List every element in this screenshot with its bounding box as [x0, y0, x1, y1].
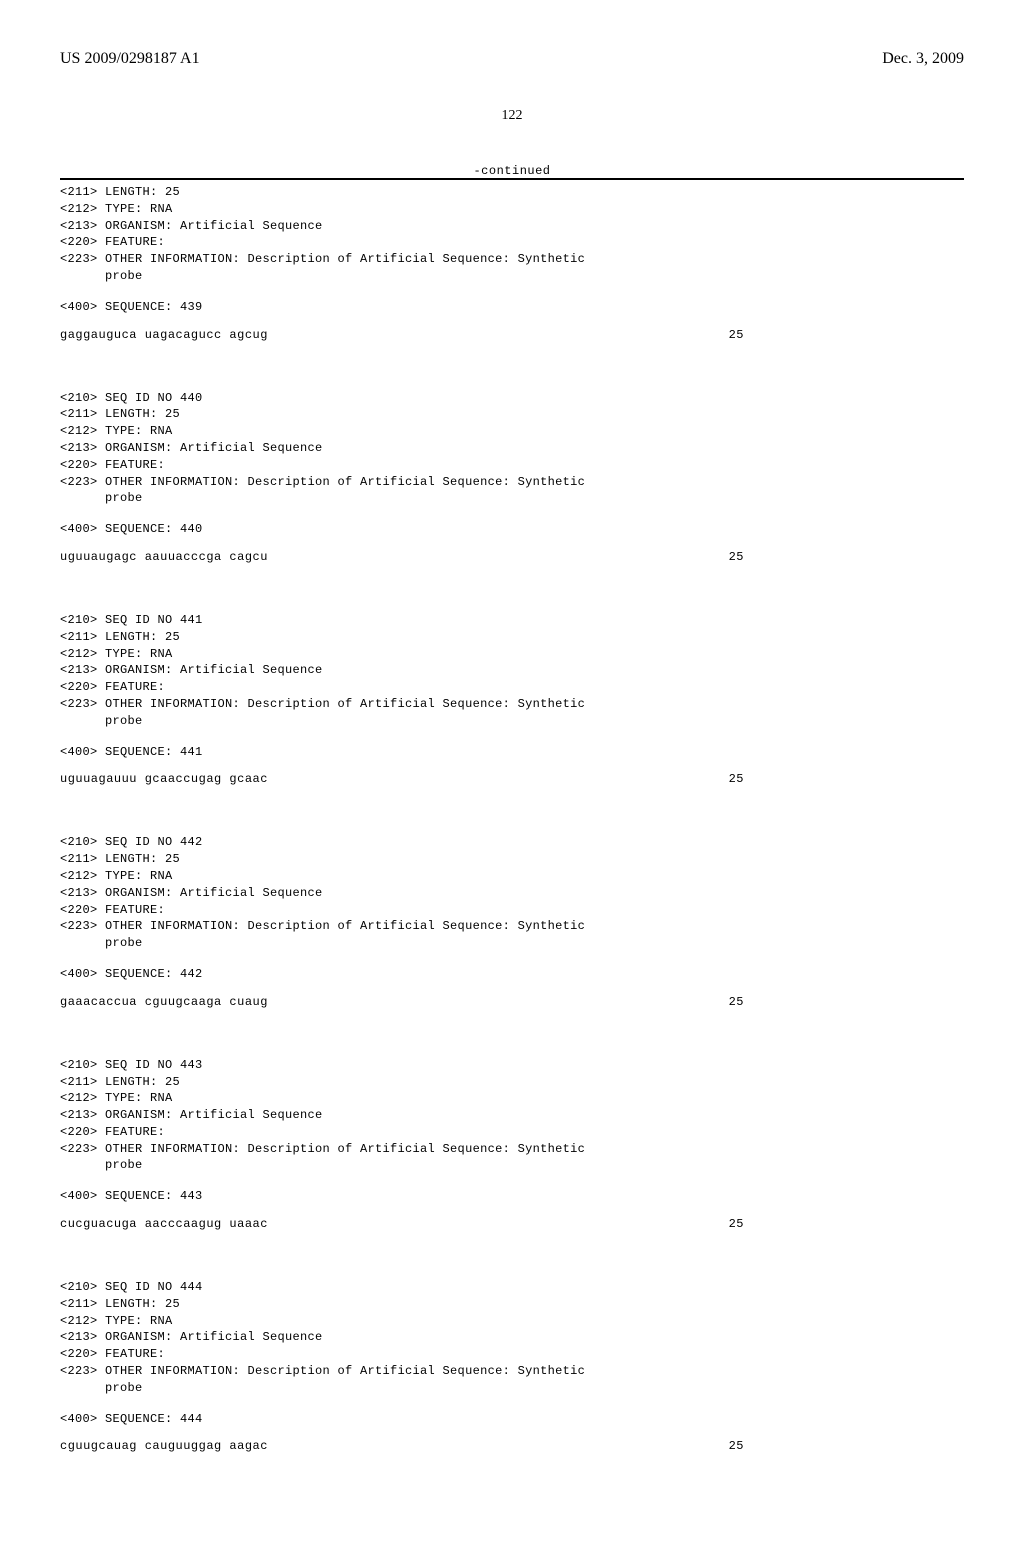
publication-date: Dec. 3, 2009 — [882, 50, 964, 68]
sequence-length: 25 — [729, 1439, 964, 1453]
sequence-header: <400> SEQUENCE: 441 — [60, 744, 964, 761]
sequence-metadata: <210> SEQ ID NO 441 <211> LENGTH: 25 <21… — [60, 612, 964, 730]
sequence-entry: <210> SEQ ID NO 440 <211> LENGTH: 25 <21… — [60, 390, 964, 594]
divider-top — [60, 178, 964, 180]
sequence-text: gaaacaccua cguugcaaga cuaug — [60, 995, 268, 1009]
sequence-metadata: <210> SEQ ID NO 442 <211> LENGTH: 25 <21… — [60, 834, 964, 952]
sequence-length: 25 — [729, 1217, 964, 1231]
sequence-entry: <210> SEQ ID NO 443 <211> LENGTH: 25 <21… — [60, 1057, 964, 1261]
sequence-text: gaggauguca uagacagucc agcug — [60, 328, 268, 342]
sequence-row: cucguacuga aacccaagug uaaac 25 — [60, 1217, 964, 1231]
sequence-header: <400> SEQUENCE: 443 — [60, 1188, 964, 1205]
sequence-row: uguuaugagc aauuacccga cagcu 25 — [60, 550, 964, 564]
sequence-metadata: <210> SEQ ID NO 443 <211> LENGTH: 25 <21… — [60, 1057, 964, 1175]
sequence-row: gaggauguca uagacagucc agcug 25 — [60, 328, 964, 342]
sequence-length: 25 — [729, 328, 964, 342]
sequence-metadata: <210> SEQ ID NO 440 <211> LENGTH: 25 <21… — [60, 390, 964, 508]
sequence-text: cucguacuga aacccaagug uaaac — [60, 1217, 268, 1231]
sequence-text: uguuaugagc aauuacccga cagcu — [60, 550, 268, 564]
sequence-entry: <210> SEQ ID NO 441 <211> LENGTH: 25 <21… — [60, 612, 964, 816]
sequence-entry: <210> SEQ ID NO 444 <211> LENGTH: 25 <21… — [60, 1279, 964, 1483]
sequence-row: gaaacaccua cguugcaaga cuaug 25 — [60, 995, 964, 1009]
publication-number: US 2009/0298187 A1 — [60, 50, 200, 68]
document-header: US 2009/0298187 A1 Dec. 3, 2009 — [60, 50, 964, 68]
sequence-header: <400> SEQUENCE: 442 — [60, 966, 964, 983]
sequence-metadata: <210> SEQ ID NO 444 <211> LENGTH: 25 <21… — [60, 1279, 964, 1397]
sequence-metadata: <211> LENGTH: 25 <212> TYPE: RNA <213> O… — [60, 184, 964, 285]
sequence-row: cguugcauag cauguuggag aagac 25 — [60, 1439, 964, 1453]
sequence-entry: <210> SEQ ID NO 442 <211> LENGTH: 25 <21… — [60, 834, 964, 1038]
sequence-length: 25 — [729, 550, 964, 564]
sequence-header: <400> SEQUENCE: 444 — [60, 1411, 964, 1428]
page-container: US 2009/0298187 A1 Dec. 3, 2009 122 -con… — [0, 0, 1024, 1541]
sequence-length: 25 — [729, 995, 964, 1009]
sequence-header: <400> SEQUENCE: 440 — [60, 521, 964, 538]
sequence-text: cguugcauag cauguuggag aagac — [60, 1439, 268, 1453]
sequence-text: uguuagauuu gcaaccugag gcaac — [60, 772, 268, 786]
sequence-entry: <211> LENGTH: 25 <212> TYPE: RNA <213> O… — [60, 184, 964, 372]
sequence-length: 25 — [729, 772, 964, 786]
sequence-header: <400> SEQUENCE: 439 — [60, 299, 964, 316]
continued-label: -continued — [60, 164, 964, 178]
sequence-row: uguuagauuu gcaaccugag gcaac 25 — [60, 772, 964, 786]
page-number: 122 — [60, 108, 964, 124]
